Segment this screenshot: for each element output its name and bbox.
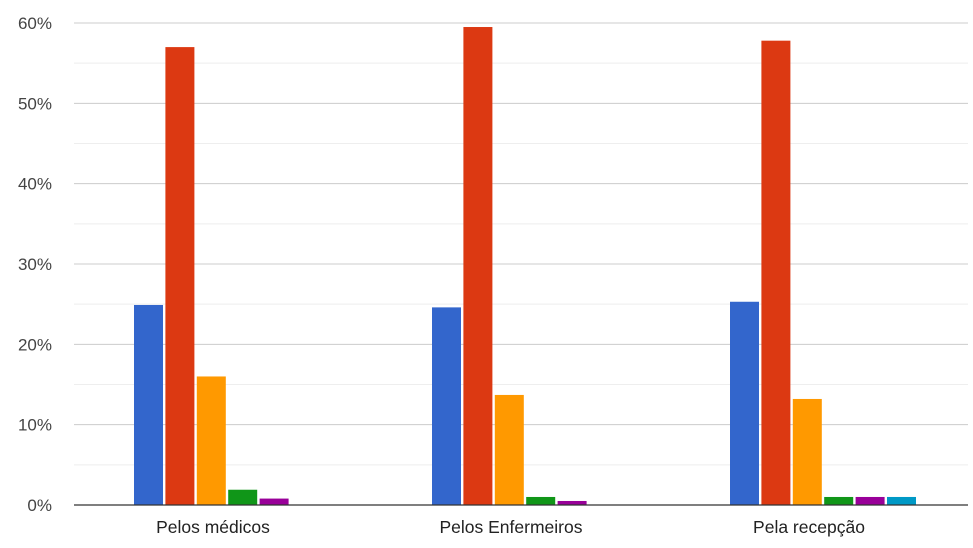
y-tick-label: 0% [27, 496, 52, 515]
x-tick-label: Pelos Enfermeiros [440, 517, 583, 537]
bar[interactable] [432, 307, 461, 505]
y-tick-label: 60% [18, 14, 52, 33]
y-tick-label: 10% [18, 416, 52, 435]
bar[interactable] [494, 394, 524, 505]
y-tick-label: 50% [18, 94, 52, 113]
bar[interactable] [730, 301, 759, 505]
x-tick-label: Pelos médicos [156, 517, 270, 537]
bar[interactable] [824, 496, 854, 505]
bars [134, 27, 916, 506]
bar[interactable] [761, 40, 791, 505]
bar[interactable] [526, 496, 556, 505]
bar[interactable] [165, 47, 195, 505]
bar[interactable] [855, 496, 885, 505]
bar[interactable] [887, 496, 916, 505]
bar[interactable] [463, 27, 493, 506]
axes: 0% 10% 20% 30% 40% 50% 60% Pelos médicos Pelos E… [18, 14, 968, 537]
y-tick-label: 20% [18, 335, 52, 354]
bar[interactable] [196, 376, 226, 505]
x-tick-label: Pela recepção [753, 517, 865, 537]
bar[interactable] [228, 489, 258, 505]
y-tick-label: 30% [18, 255, 52, 274]
bar[interactable] [134, 304, 163, 505]
bar[interactable] [792, 398, 822, 505]
bar[interactable] [557, 500, 587, 505]
bar[interactable] [259, 498, 289, 505]
y-tick-label: 40% [18, 175, 52, 194]
